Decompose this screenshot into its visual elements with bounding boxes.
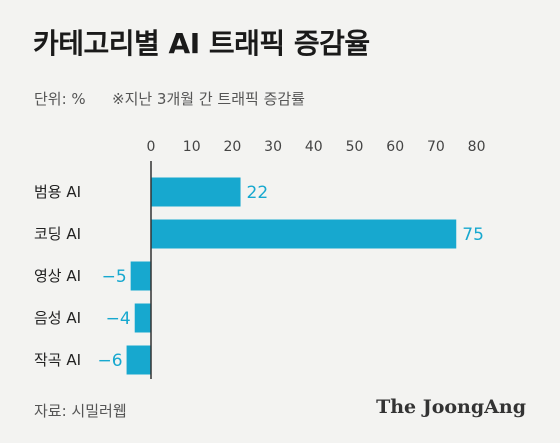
unit-label: 단위: % [34, 90, 86, 108]
source-label: 자료: 시밀러웹 [34, 402, 127, 420]
x-tick-label: 20 [223, 139, 241, 155]
bar [126, 345, 151, 375]
value-label: −4 [106, 309, 131, 329]
chart-note: ※지난 3개월 간 트래픽 증감률 [112, 90, 305, 108]
chart-title: 카테고리별 AI 트래픽 증감율 [33, 27, 370, 60]
value-label: 75 [462, 225, 484, 245]
bar [134, 303, 151, 333]
category-label: 코딩 AI [34, 225, 81, 243]
x-tick-label: 0 [147, 139, 156, 155]
value-label: −6 [98, 351, 123, 371]
bar [130, 261, 151, 291]
x-tick-label: 50 [346, 139, 364, 155]
value-label: 22 [247, 183, 269, 203]
bar-chart: 0 10 20 30 40 50 60 70 80 범용 AI 22 코딩 AI 75 영상 AI −5 음성… [34, 139, 486, 379]
x-tick-label: 40 [305, 139, 323, 155]
x-tick-label: 30 [264, 139, 282, 155]
x-tick-label: 10 [183, 139, 201, 155]
x-tick-label: 60 [386, 139, 404, 155]
bar [151, 219, 457, 249]
value-label: −5 [102, 267, 127, 287]
bar [151, 177, 241, 207]
brand-logo: The JoongAng [376, 396, 526, 418]
category-label: 작곡 AI [34, 351, 81, 369]
category-label: 음성 AI [34, 309, 81, 327]
category-label: 영상 AI [34, 267, 81, 285]
x-tick-label: 70 [427, 139, 445, 155]
x-tick-label: 80 [468, 139, 486, 155]
category-label: 범용 AI [34, 183, 81, 201]
